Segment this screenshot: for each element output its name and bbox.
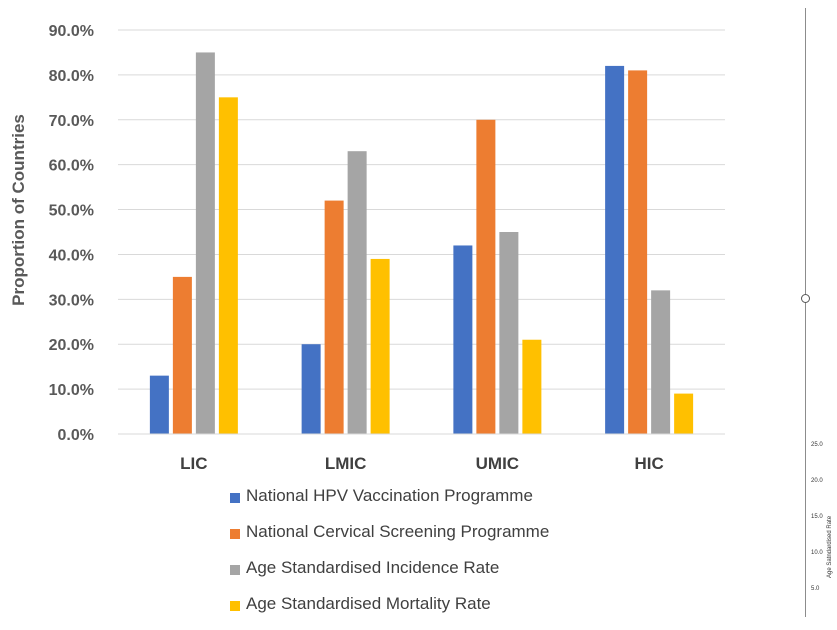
bar: [370, 258, 390, 434]
y-tick-label: 50.0%: [49, 203, 94, 220]
bar: [301, 344, 321, 434]
bars: [149, 52, 694, 435]
side-axis-tick: 5.0: [811, 586, 820, 592]
y-tick-label: 40.0%: [49, 247, 94, 264]
x-tick-label: HIC: [634, 454, 663, 473]
legend-swatch: [230, 565, 240, 575]
bar: [499, 232, 519, 434]
bar: [628, 70, 648, 435]
y-axis-ticks: 0.0% 10.0% 20.0% 30.0% 40.0% 50.0% 60.0% 70.0% 8…: [49, 23, 94, 444]
x-axis-labels: LIC LMIC UMIC HIC: [180, 454, 664, 473]
y-tick-label: 10.0%: [49, 382, 94, 399]
side-axis-tick: 15.0: [811, 514, 823, 520]
y-tick-label: 90.0%: [49, 23, 94, 40]
side-axis-tick: 25.0: [811, 442, 823, 448]
y-tick-label: 70.0%: [49, 113, 94, 130]
legend-swatch: [230, 529, 240, 539]
y-axis-title: Proportion of Countries: [9, 114, 28, 306]
bar: [522, 339, 542, 434]
bar: [651, 290, 671, 434]
secondary-chart-edge: 25.0 20.0 15.0 10.0 5.0 Age Satndardised…: [801, 0, 837, 617]
side-axis-title: Age Satndardised Rate: [827, 515, 833, 578]
resize-handle[interactable]: [801, 294, 810, 303]
bar: [218, 97, 238, 434]
y-tick-label: 30.0%: [49, 292, 94, 309]
y-tick-label: 20.0%: [49, 337, 94, 354]
legend-label: National HPV Vaccination Programme: [246, 486, 533, 505]
bar: [476, 119, 496, 435]
y-tick-label: 60.0%: [49, 158, 94, 175]
bar: [324, 200, 344, 434]
legend-swatch: [230, 493, 240, 503]
legend-label: Age Standardised Incidence Rate: [246, 558, 500, 577]
divider: [805, 8, 806, 617]
y-tick-label: 0.0%: [58, 427, 94, 444]
bar: [149, 375, 169, 434]
legend-label: National Cervical Screening Programme: [246, 522, 550, 541]
x-tick-label: LIC: [180, 454, 207, 473]
bar: [195, 52, 215, 434]
bar: [605, 65, 625, 435]
x-tick-label: UMIC: [476, 454, 519, 473]
bar: [347, 151, 367, 434]
x-tick-label: LMIC: [325, 454, 367, 473]
side-axis-tick: 10.0: [811, 550, 823, 556]
side-axis-tick: 20.0: [811, 478, 823, 484]
bar-chart: 0.0% 10.0% 20.0% 30.0% 40.0% 50.0% 60.0% 70.0% 8…: [9, 23, 725, 473]
bar: [674, 393, 694, 434]
bar: [453, 245, 473, 434]
bar: [172, 276, 192, 434]
y-tick-label: 80.0%: [49, 68, 94, 85]
legend-label: Age Standardised Mortality Rate: [246, 594, 491, 613]
legend-swatch: [230, 601, 240, 611]
